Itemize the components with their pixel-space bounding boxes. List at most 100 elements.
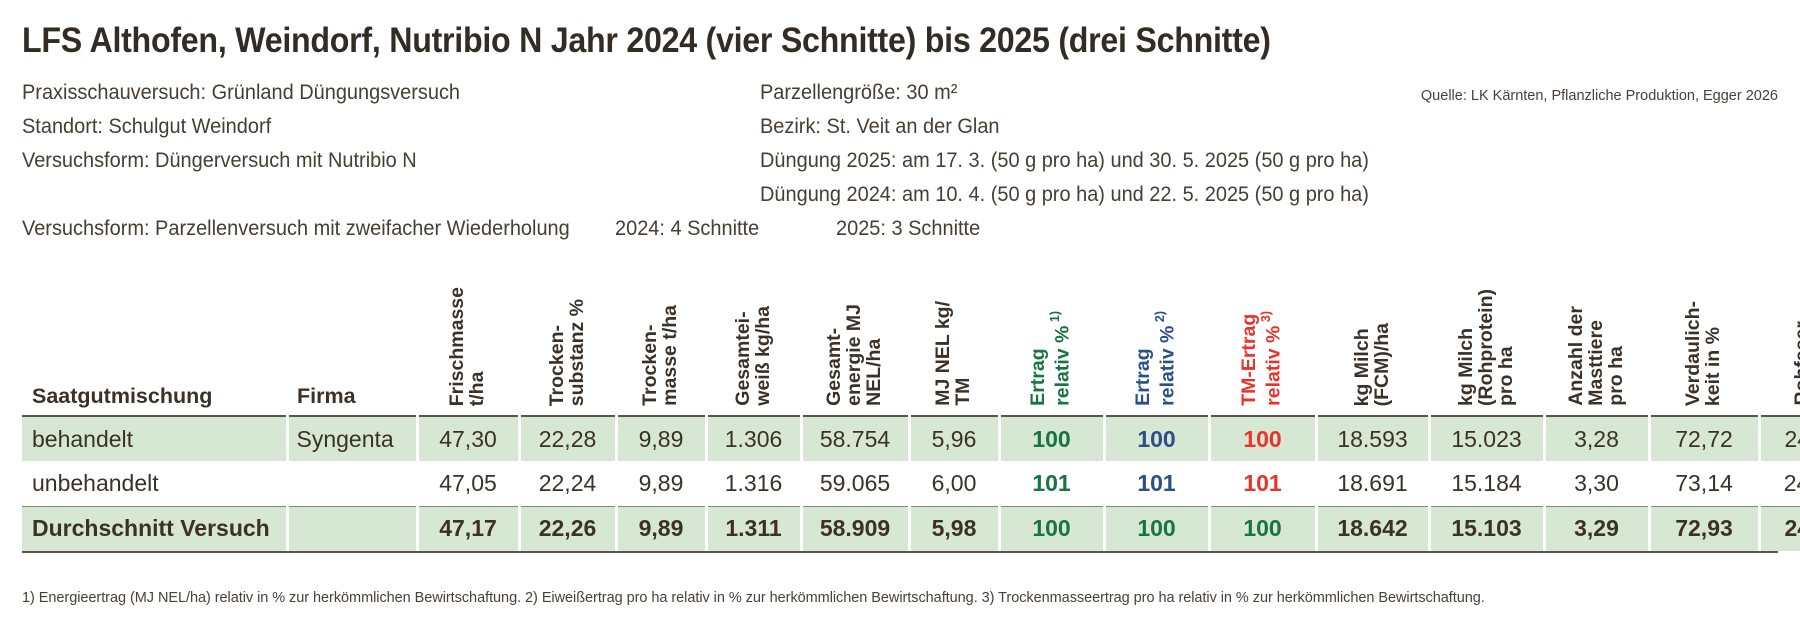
- column-header-label: Ertrag relativ % 1): [1027, 311, 1074, 406]
- cell-value: 18.691: [1316, 461, 1429, 506]
- relative-value: 100: [1137, 515, 1176, 542]
- cell-value: 15.184: [1429, 461, 1544, 506]
- cell-value: 5,98: [907, 506, 999, 551]
- footnote-marker: 2): [1153, 311, 1168, 326]
- cell-value: 100: [1102, 506, 1209, 551]
- footnote-marker: 3): [1259, 311, 1274, 326]
- column-header-label: Firma: [297, 384, 356, 408]
- row-label: behandelt: [22, 416, 287, 461]
- results-table-wrapper: Saatgutmischung Firma Frischmasse t/ha Troc…: [22, 283, 1800, 553]
- cell-value: 3,29: [1542, 506, 1649, 551]
- cell-value: 72,72: [1647, 416, 1759, 461]
- column-header-16: Rohfaser in %: [1759, 283, 1800, 417]
- cell-value: 24,77: [1757, 416, 1800, 461]
- metadata-left-line: Standort: Schulgut Weindorf: [22, 114, 272, 138]
- cell-value: 24,73: [1757, 506, 1800, 551]
- metadata-left-line: Praxisschauversuch: Grünland Düngungsver…: [22, 80, 461, 104]
- metadata-middle-line: Parzellengröße: 30 m²: [760, 80, 958, 104]
- metadata-bottom-row: Versuchsform: Parzellenversuch mit zweif…: [22, 212, 988, 246]
- column-header-label: Trocken- masse t/ha: [639, 305, 681, 406]
- column-header-label: kg Milch (Rohprotein) pro ha: [1454, 289, 1517, 406]
- column-header-8: MJ NEL kg/ TM: [909, 283, 999, 417]
- cell-value: 1.306: [704, 416, 801, 461]
- column-header-label: TM-Ertrag relativ % 3): [1238, 311, 1285, 406]
- cell-value: 24,69: [1759, 461, 1800, 506]
- cell-value: 59.065: [801, 461, 909, 506]
- cell-value: 100: [997, 506, 1104, 551]
- metadata-middle-line: Düngung 2025: am 17. 3. (50 g pro ha) un…: [760, 148, 1369, 172]
- page-title: LFS Althofen, Weindorf, Nutribio N Jahr …: [22, 21, 1271, 60]
- results-table: Saatgutmischung Firma Frischmasse t/ha Troc…: [22, 283, 1800, 551]
- cell-value: 9,89: [614, 506, 706, 551]
- cell-value: 3,30: [1544, 461, 1649, 506]
- relative-value: 101: [1137, 469, 1176, 496]
- cell-value: 101: [999, 461, 1104, 506]
- versuchsform-parzellenversuch: Versuchsform: Parzellenversuch mit zweif…: [22, 216, 570, 240]
- cell-value: 58.909: [799, 506, 909, 551]
- cell-value: 100: [1102, 416, 1209, 461]
- cell-value: 15.023: [1427, 416, 1544, 461]
- cell-value: 101: [1209, 461, 1316, 506]
- column-header-label: Gesamt- energie MJ NEL/ha: [823, 304, 885, 406]
- cell-value: 5,96: [907, 416, 999, 461]
- relative-value: 100: [1137, 425, 1176, 452]
- column-header-label: Verdaulich- keit in %: [1682, 300, 1724, 406]
- column-header-label: Trocken- substanz %: [545, 298, 588, 406]
- header-row: Saatgutmischung Firma Frischmasse t/ha Troc…: [22, 283, 1800, 417]
- table-bottom-rule: [22, 551, 1778, 553]
- table-head: Saatgutmischung Firma Frischmasse t/ha Troc…: [22, 283, 1800, 417]
- cell-value: 1.316: [706, 461, 801, 506]
- metadata-left-column: Praxisschauversuch: Grünland Düngungsver…: [22, 76, 460, 178]
- metadata-middle-column: Parzellengröße: 30 m² Bezirk: St. Veit a…: [760, 76, 1369, 212]
- column-header-4: Trocken- substanz %: [519, 283, 616, 417]
- column-header-3: Frischmasse t/ha: [417, 283, 519, 417]
- table-row: unbehandelt 47,05 22,24 9,89 1.316 59.065 6,00…: [22, 461, 1800, 506]
- cell-value: 22,28: [517, 416, 616, 461]
- relative-value: 100: [1243, 425, 1282, 452]
- column-header-11: TM-Ertrag relativ % 3): [1209, 283, 1316, 417]
- row-label: unbehandelt: [22, 461, 287, 506]
- cell-value: 47,17: [415, 506, 519, 551]
- column-header-9: Ertrag relativ % 1): [999, 283, 1104, 417]
- table-row: behandelt Syngenta 47,30 22,28 9,89 1.306 58.7…: [22, 416, 1800, 461]
- schnitte-2024: 2024: 4 Schnitte: [614, 216, 759, 240]
- column-header-label: Rohfaser in %: [1790, 321, 1800, 406]
- relative-value: 100: [1032, 515, 1071, 542]
- column-header-5: Trocken- masse t/ha: [616, 283, 706, 417]
- cell-value: 58.754: [799, 416, 909, 461]
- column-header-13: kg Milch (Rohprotein) pro ha: [1429, 283, 1544, 417]
- relative-value: 100: [1243, 515, 1282, 542]
- row-company: Syngenta: [285, 416, 417, 461]
- table-body: behandelt Syngenta 47,30 22,28 9,89 1.306 58.7…: [22, 416, 1800, 551]
- column-header-1: Saatgutmischung: [22, 283, 287, 417]
- cell-value: 47,05: [417, 461, 519, 506]
- column-header-14: Anzahl der Masttiere pro ha: [1544, 283, 1649, 417]
- cell-value: 100: [1207, 416, 1316, 461]
- metadata-left-line: Versuchsform: Düngerversuch mit Nutribio…: [22, 148, 417, 172]
- metadata-middle-line: Düngung 2024: am 10. 4. (50 g pro ha) un…: [760, 182, 1369, 206]
- cell-value: 72,93: [1647, 506, 1759, 551]
- cell-value: 22,24: [519, 461, 616, 506]
- cell-value: 3,28: [1542, 416, 1649, 461]
- cell-value: 73,14: [1649, 461, 1759, 506]
- cell-value: 18.593: [1314, 416, 1429, 461]
- footnotes: 1) Energieertrag (MJ NEL/ha) relativ in …: [22, 590, 1485, 606]
- cell-value: 1.311: [704, 506, 801, 551]
- column-header-10: Ertrag relativ % 2): [1104, 283, 1209, 417]
- cell-value: 100: [997, 416, 1104, 461]
- metadata-middle-line: Bezirk: St. Veit an der Glan: [760, 114, 1000, 138]
- cell-value: 9,89: [616, 461, 706, 506]
- cell-value: 15.103: [1427, 506, 1544, 551]
- relative-value: 101: [1243, 469, 1282, 496]
- cell-value: 100: [1207, 506, 1316, 551]
- column-header-label: Saatgutmischung: [32, 384, 213, 408]
- cell-value: 101: [1104, 461, 1209, 506]
- cell-value: 22,26: [517, 506, 616, 551]
- column-header-6: Gesamtei- weiß kg/ha: [706, 283, 801, 417]
- cell-value: 6,00: [909, 461, 999, 506]
- cell-value: 47,30: [415, 416, 519, 461]
- relative-value: 100: [1032, 425, 1071, 452]
- row-label: Durchschnitt Versuch: [22, 506, 287, 551]
- cell-value: 18.642: [1314, 506, 1429, 551]
- table-row: Durchschnitt Versuch 47,17 22,26 9,89 1.311 5…: [22, 506, 1800, 551]
